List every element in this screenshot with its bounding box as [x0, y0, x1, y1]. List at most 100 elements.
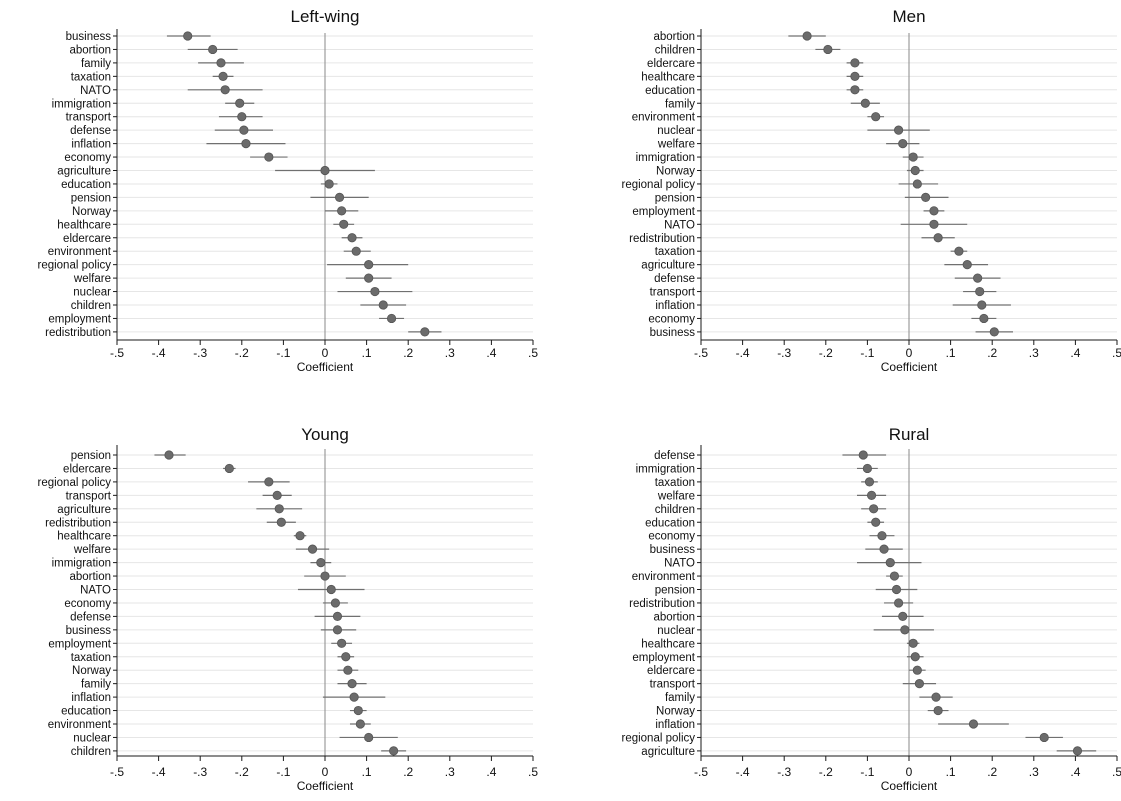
y-tick-label: transport	[650, 679, 696, 691]
x-tick-label: -.5	[110, 765, 124, 779]
coefficient-point	[968, 719, 979, 729]
y-tick-label: nuclear	[73, 287, 111, 299]
y-tick-label: immigration	[52, 558, 111, 570]
y-tick-label: business	[650, 327, 696, 339]
x-tick-label: -.5	[110, 346, 124, 360]
coefficient-point	[272, 490, 282, 500]
coefficient-point	[276, 517, 286, 527]
coefficient-point	[339, 219, 349, 229]
coefficient-point	[975, 286, 985, 297]
coefficient-point	[332, 611, 343, 622]
coefficient-point	[877, 531, 887, 541]
x-tick-label: -.2	[819, 765, 833, 779]
y-tick-label: children	[71, 746, 111, 758]
y-tick-label: children	[71, 300, 111, 312]
coefficient-point	[912, 179, 922, 189]
coefficient-point	[908, 638, 918, 648]
y-tick-label: abortion	[653, 31, 695, 43]
coefficient-point	[933, 705, 943, 716]
x-tick-label: .4	[486, 346, 496, 360]
x-tick-label: -.4	[152, 346, 166, 360]
y-tick-label: welfare	[73, 544, 111, 556]
coefficient-point	[378, 300, 388, 310]
x-tick-label: .2	[987, 346, 997, 360]
y-tick-label: regional policy	[37, 477, 111, 489]
y-tick-label: NATO	[80, 585, 111, 597]
x-tick-label: -.2	[235, 346, 249, 360]
y-tick-label: healthcare	[641, 638, 695, 650]
coefficient-point	[914, 679, 925, 689]
coefficient-point	[977, 300, 987, 310]
coefficient-point	[898, 139, 908, 149]
y-tick-label: taxation	[655, 477, 695, 489]
x-tick-label: 0	[906, 765, 913, 779]
coefficient-point	[364, 273, 374, 283]
x-tick-label: .4	[1070, 765, 1080, 779]
coefficient-point	[910, 652, 920, 662]
y-tick-label: eldercare	[647, 58, 695, 70]
coefficient-point	[866, 490, 877, 500]
y-tick-label: family	[81, 58, 111, 70]
y-tick-label: eldercare	[63, 233, 111, 245]
coefficient-point	[347, 679, 357, 689]
coefficient-point	[823, 44, 833, 55]
coefficient-point	[893, 125, 904, 135]
x-tick-label: .2	[403, 346, 413, 360]
coefficient-point	[973, 273, 983, 283]
coefficient-point	[871, 517, 881, 527]
panel-title: Left-wing	[291, 7, 360, 26]
y-tick-label: children	[655, 44, 695, 56]
coefficient-point	[364, 260, 374, 270]
x-tick-label: .2	[403, 765, 413, 779]
y-tick-label: agriculture	[57, 166, 111, 178]
y-tick-label: Norway	[72, 665, 111, 677]
y-tick-label: inflation	[655, 300, 695, 312]
x-tick-label: -.2	[235, 765, 249, 779]
coefficient-point	[347, 233, 357, 243]
y-tick-label: environment	[632, 571, 696, 583]
coefficient-point	[933, 233, 943, 243]
coefficient-point	[869, 504, 879, 514]
y-tick-label: regional policy	[621, 179, 695, 191]
y-tick-label: pension	[71, 192, 111, 204]
coefficient-point	[862, 463, 873, 474]
x-tick-label: .2	[987, 765, 997, 779]
coefficient-point	[871, 112, 881, 122]
y-tick-label: NATO	[664, 219, 695, 231]
y-tick-label: transport	[650, 287, 696, 299]
x-tick-label: -.2	[819, 346, 833, 360]
coefficient-point	[295, 531, 305, 541]
coefficient-point	[239, 125, 249, 135]
coefficient-point	[900, 625, 910, 635]
coefficient-point	[962, 260, 972, 270]
coefficient-point	[370, 286, 380, 297]
coefficient-point	[850, 58, 860, 68]
y-tick-label: abortion	[653, 611, 695, 623]
y-tick-label: economy	[64, 152, 111, 164]
x-axis-label: Coefficient	[297, 360, 354, 374]
y-tick-label: abortion	[69, 571, 111, 583]
y-tick-label: redistribution	[629, 233, 695, 245]
y-tick-label: employment	[632, 206, 695, 218]
y-tick-label: defense	[70, 611, 111, 623]
y-tick-label: nuclear	[73, 732, 111, 744]
x-tick-label: 0	[906, 346, 913, 360]
x-tick-label: 0	[322, 765, 329, 779]
x-tick-label: -.3	[777, 765, 791, 779]
coefficient-point	[979, 313, 989, 324]
y-tick-label: defense	[654, 450, 695, 462]
x-tick-label: .3	[1029, 346, 1039, 360]
y-tick-label: eldercare	[647, 665, 695, 677]
panel-title: Men	[892, 7, 925, 26]
y-tick-label: immigration	[52, 98, 111, 110]
coefficient-point	[264, 152, 274, 162]
coefficient-point	[320, 165, 330, 176]
coefficient-point	[1039, 732, 1049, 743]
y-tick-label: immigration	[636, 152, 695, 164]
y-tick-label: defense	[654, 273, 695, 285]
coefficient-point	[341, 652, 351, 662]
y-tick-label: taxation	[71, 71, 111, 83]
coefficient-point	[885, 557, 895, 568]
